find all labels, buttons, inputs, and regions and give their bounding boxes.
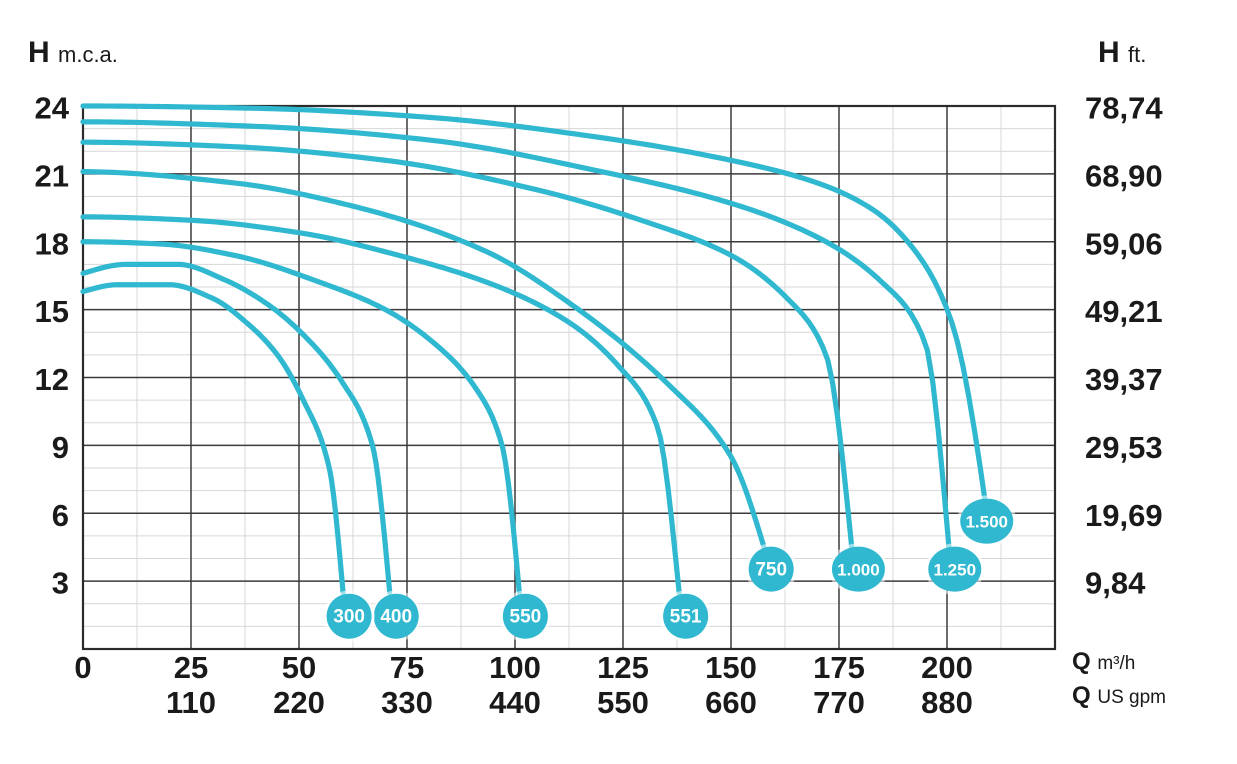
svg-text:1.500: 1.500 <box>965 513 1008 532</box>
svg-text:0: 0 <box>74 650 91 685</box>
svg-text:750: 750 <box>755 560 787 581</box>
svg-text:200: 200 <box>921 650 973 685</box>
svg-text:59,06: 59,06 <box>1085 226 1163 261</box>
svg-text:770: 770 <box>813 685 865 720</box>
svg-text:110: 110 <box>166 685 216 720</box>
svg-text:50: 50 <box>282 650 316 685</box>
svg-text:551: 551 <box>670 607 702 628</box>
svg-text:15: 15 <box>35 294 69 329</box>
svg-text:330: 330 <box>381 685 433 720</box>
svg-text:21: 21 <box>35 158 69 193</box>
svg-text:9: 9 <box>52 430 69 465</box>
svg-text:440: 440 <box>489 685 541 720</box>
svg-text:550: 550 <box>597 685 649 720</box>
svg-text:150: 150 <box>705 650 757 685</box>
svg-text:39,37: 39,37 <box>1085 362 1163 397</box>
svg-text:175: 175 <box>813 650 865 685</box>
svg-text:100: 100 <box>489 650 541 685</box>
svg-text:19,69: 19,69 <box>1085 498 1163 533</box>
svg-text:220: 220 <box>273 685 325 720</box>
svg-text:9,84: 9,84 <box>1085 566 1146 601</box>
svg-text:300: 300 <box>333 607 365 628</box>
svg-text:25: 25 <box>174 650 208 685</box>
svg-text:75: 75 <box>390 650 424 685</box>
svg-text:125: 125 <box>597 650 649 685</box>
svg-text:660: 660 <box>705 685 757 720</box>
svg-text:6: 6 <box>52 498 69 533</box>
svg-text:24: 24 <box>35 91 70 126</box>
svg-text:3: 3 <box>52 566 69 601</box>
svg-text:49,21: 49,21 <box>1085 294 1163 329</box>
svg-text:68,90: 68,90 <box>1085 158 1163 193</box>
svg-text:1.000: 1.000 <box>837 561 880 580</box>
svg-text:1.250: 1.250 <box>934 561 977 580</box>
svg-text:29,53: 29,53 <box>1085 430 1163 465</box>
svg-text:18: 18 <box>35 226 69 261</box>
svg-text:550: 550 <box>510 607 542 628</box>
svg-text:12: 12 <box>35 362 69 397</box>
svg-text:880: 880 <box>921 685 973 720</box>
svg-text:400: 400 <box>380 607 412 628</box>
svg-text:78,74: 78,74 <box>1085 91 1163 126</box>
